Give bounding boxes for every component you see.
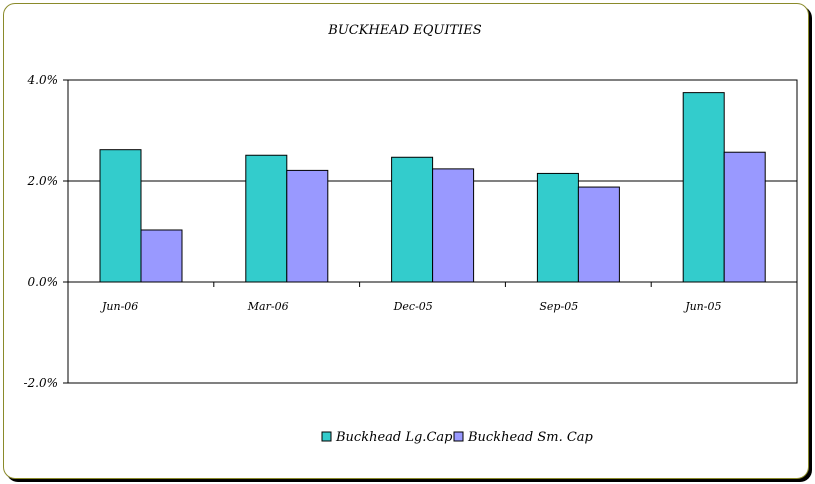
bars — [99, 92, 766, 283]
x-category-label: Sep-05 — [539, 300, 578, 313]
legend-swatch — [453, 431, 464, 442]
gridlines — [67, 79, 798, 384]
legend: Buckhead Lg.Cap Buckhead Sm. Cap — [321, 430, 594, 445]
y-tick-label: 0.0% — [28, 275, 59, 289]
y-tick-label: -2.0% — [23, 376, 58, 390]
bar-lg-cap-jun-06 — [99, 149, 142, 283]
bar-lg-cap-sep-05 — [536, 172, 579, 283]
chart-title: BUCKHEAD EQUITIES — [327, 23, 481, 38]
x-axis-categories: Jun-06 Mar-06 Dec-05 Sep-05 Jun-05 — [100, 282, 721, 313]
bar-lg-cap-jun-05 — [682, 92, 725, 283]
y-tick-label: 4.0% — [27, 73, 59, 87]
bar-lg-cap-mar-06 — [245, 154, 288, 283]
bar-lg-cap-dec-05 — [391, 156, 434, 283]
bar-sm-cap-mar-06 — [286, 169, 329, 283]
y-tick-label: 2.0% — [27, 174, 59, 188]
x-category-label: Dec-05 — [393, 300, 433, 313]
bar-sm-cap-jun-06 — [140, 229, 183, 283]
legend-label: Buckhead Lg.Cap — [335, 430, 453, 445]
legend-label: Buckhead Sm. Cap — [467, 430, 594, 445]
x-category-label: Mar-06 — [247, 300, 289, 313]
bar-sm-cap-sep-05 — [577, 186, 620, 283]
y-axis-ticks: 4.0% 2.0% 0.0% -2.0% — [23, 73, 68, 390]
bar-sm-cap-dec-05 — [432, 168, 475, 283]
legend-swatch — [321, 431, 332, 442]
x-category-label: Jun-06 — [100, 300, 138, 313]
x-category-label: Jun-05 — [683, 300, 721, 313]
bar-sm-cap-jun-05 — [723, 151, 766, 283]
